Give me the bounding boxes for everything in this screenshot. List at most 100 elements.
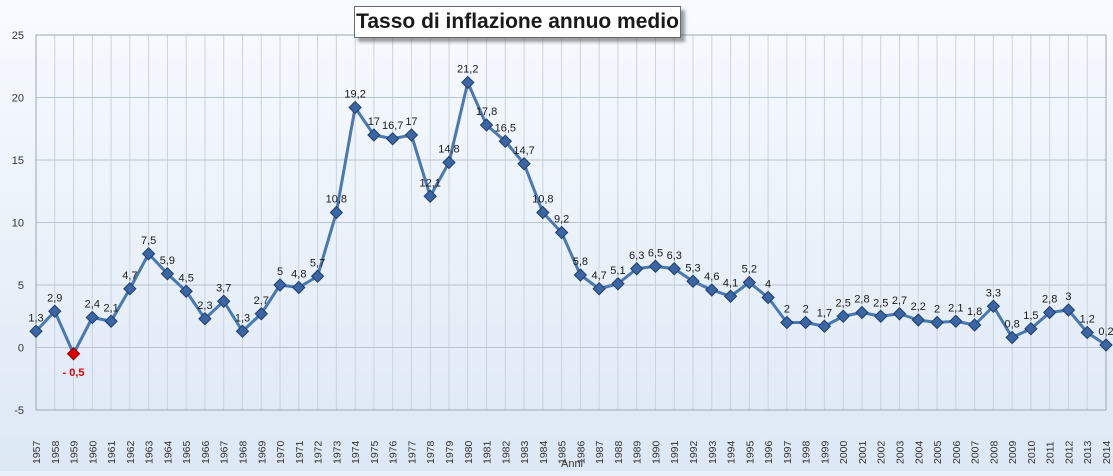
x-tick-label: 2012 [1063, 440, 1075, 464]
data-label: 6,3 [667, 250, 682, 262]
data-point-marker [855, 305, 869, 320]
data-label: 16,7 [382, 120, 403, 132]
data-point-marker [423, 189, 437, 203]
data-point-marker [892, 307, 907, 321]
data-point-marker [85, 310, 100, 325]
x-tick-label: 2000 [838, 440, 850, 464]
x-tick-label: 1994 [726, 440, 738, 464]
data-point-marker [1061, 303, 1076, 317]
x-tick-label: 1983 [519, 440, 531, 464]
data-point-marker [836, 309, 850, 323]
data-point-marker [986, 299, 1001, 313]
x-tick-label: 2002 [876, 440, 888, 464]
x-tick-label: 1975 [369, 440, 381, 464]
data-label: 2,1 [948, 302, 963, 314]
data-point-marker [404, 128, 419, 142]
data-label: 1,7 [817, 307, 832, 319]
data-point-marker [123, 282, 137, 296]
x-tick-label: 1960 [87, 440, 99, 464]
data-point-marker [442, 155, 456, 170]
data-point-marker [723, 289, 738, 303]
data-point-marker [29, 324, 43, 338]
data-point-marker [235, 324, 250, 338]
y-tick-label: 15 [12, 155, 24, 167]
x-tick-label: 2013 [1082, 440, 1094, 464]
x-tick-label: 1979 [444, 440, 456, 464]
data-label: 17 [368, 116, 380, 128]
data-label: 2 [803, 304, 809, 316]
data-label: 1,8 [967, 306, 982, 318]
data-label: 14,8 [438, 144, 459, 156]
x-tick-label: 1984 [538, 440, 550, 464]
x-tick-label: 1957 [31, 440, 43, 464]
data-label: 14,7 [513, 145, 534, 157]
data-point-marker [573, 268, 588, 282]
x-tick-label: 1966 [200, 440, 212, 464]
data-label: 2,7 [254, 295, 269, 307]
x-tick-label: 1996 [763, 440, 775, 464]
data-label: 2 [934, 304, 940, 316]
data-label: 2,8 [1042, 294, 1057, 306]
data-point-marker [292, 280, 306, 295]
y-tick-label: 5 [18, 280, 24, 292]
data-point-marker [179, 284, 193, 298]
data-label: 2,7 [892, 295, 907, 307]
data-point-marker [160, 267, 175, 281]
data-point-marker [611, 277, 625, 291]
data-point-marker [930, 315, 944, 330]
x-tick-label: 1997 [782, 440, 794, 464]
x-tick-label: 1981 [482, 440, 494, 464]
data-label: 4 [765, 279, 771, 291]
x-tick-label: 1986 [575, 440, 587, 464]
x-tick-label: 1995 [744, 440, 756, 464]
x-tick-label: 2010 [1026, 440, 1038, 464]
data-label: 1,3 [28, 312, 43, 324]
data-label: 17,8 [476, 106, 497, 118]
data-label: 17 [405, 116, 417, 128]
x-tick-label: 1965 [181, 440, 193, 464]
data-label: 5,3 [685, 262, 700, 274]
x-tick-label: 1989 [632, 440, 644, 464]
data-label: 16,5 [495, 122, 516, 134]
data-label: 5,1 [610, 265, 625, 277]
x-tick-label: 1990 [650, 440, 662, 464]
x-tick-label: 1959 [69, 440, 81, 464]
chart-title: Tasso di inflazione annuo medio [354, 6, 681, 38]
x-tick-label: 1963 [144, 440, 156, 464]
data-label: 4,7 [592, 270, 607, 282]
data-label: 2 [784, 304, 790, 316]
x-tick-label: 1967 [219, 440, 231, 464]
x-tick-label: 1999 [819, 440, 831, 464]
x-tick-label: 2003 [895, 440, 907, 464]
data-point-marker [461, 75, 475, 90]
data-label: 3,7 [216, 282, 231, 294]
x-tick-label: 2008 [988, 440, 1000, 464]
x-tick-label: 1969 [256, 440, 268, 464]
data-label: 5,7 [310, 257, 325, 269]
x-tick-label: 2004 [913, 440, 925, 464]
data-point-marker [198, 312, 212, 326]
x-tick-label: 1968 [237, 440, 249, 464]
data-point-marker [517, 157, 531, 171]
data-point-marker [592, 282, 606, 296]
data-point-marker [798, 315, 813, 330]
data-label: 5,2 [742, 264, 757, 276]
data-point-marker [1042, 305, 1057, 320]
data-label: 0,2 [1098, 326, 1113, 338]
x-tick-label: 2006 [951, 440, 963, 464]
x-tick-label: 1961 [106, 440, 118, 464]
data-label: 2,1 [103, 302, 118, 314]
data-point-marker [949, 314, 963, 328]
data-label: 4,6 [704, 271, 719, 283]
x-tick-label: 2011 [1045, 441, 1057, 464]
data-label: 9,2 [554, 214, 569, 226]
x-tick-label: 1982 [500, 440, 512, 464]
x-tick-label: 2001 [857, 440, 869, 464]
data-point-marker [1080, 325, 1094, 340]
data-point-marker [911, 313, 925, 327]
data-point-marker [385, 132, 400, 146]
series-line [34, 81, 1107, 356]
x-tick-label: 1998 [801, 440, 813, 464]
